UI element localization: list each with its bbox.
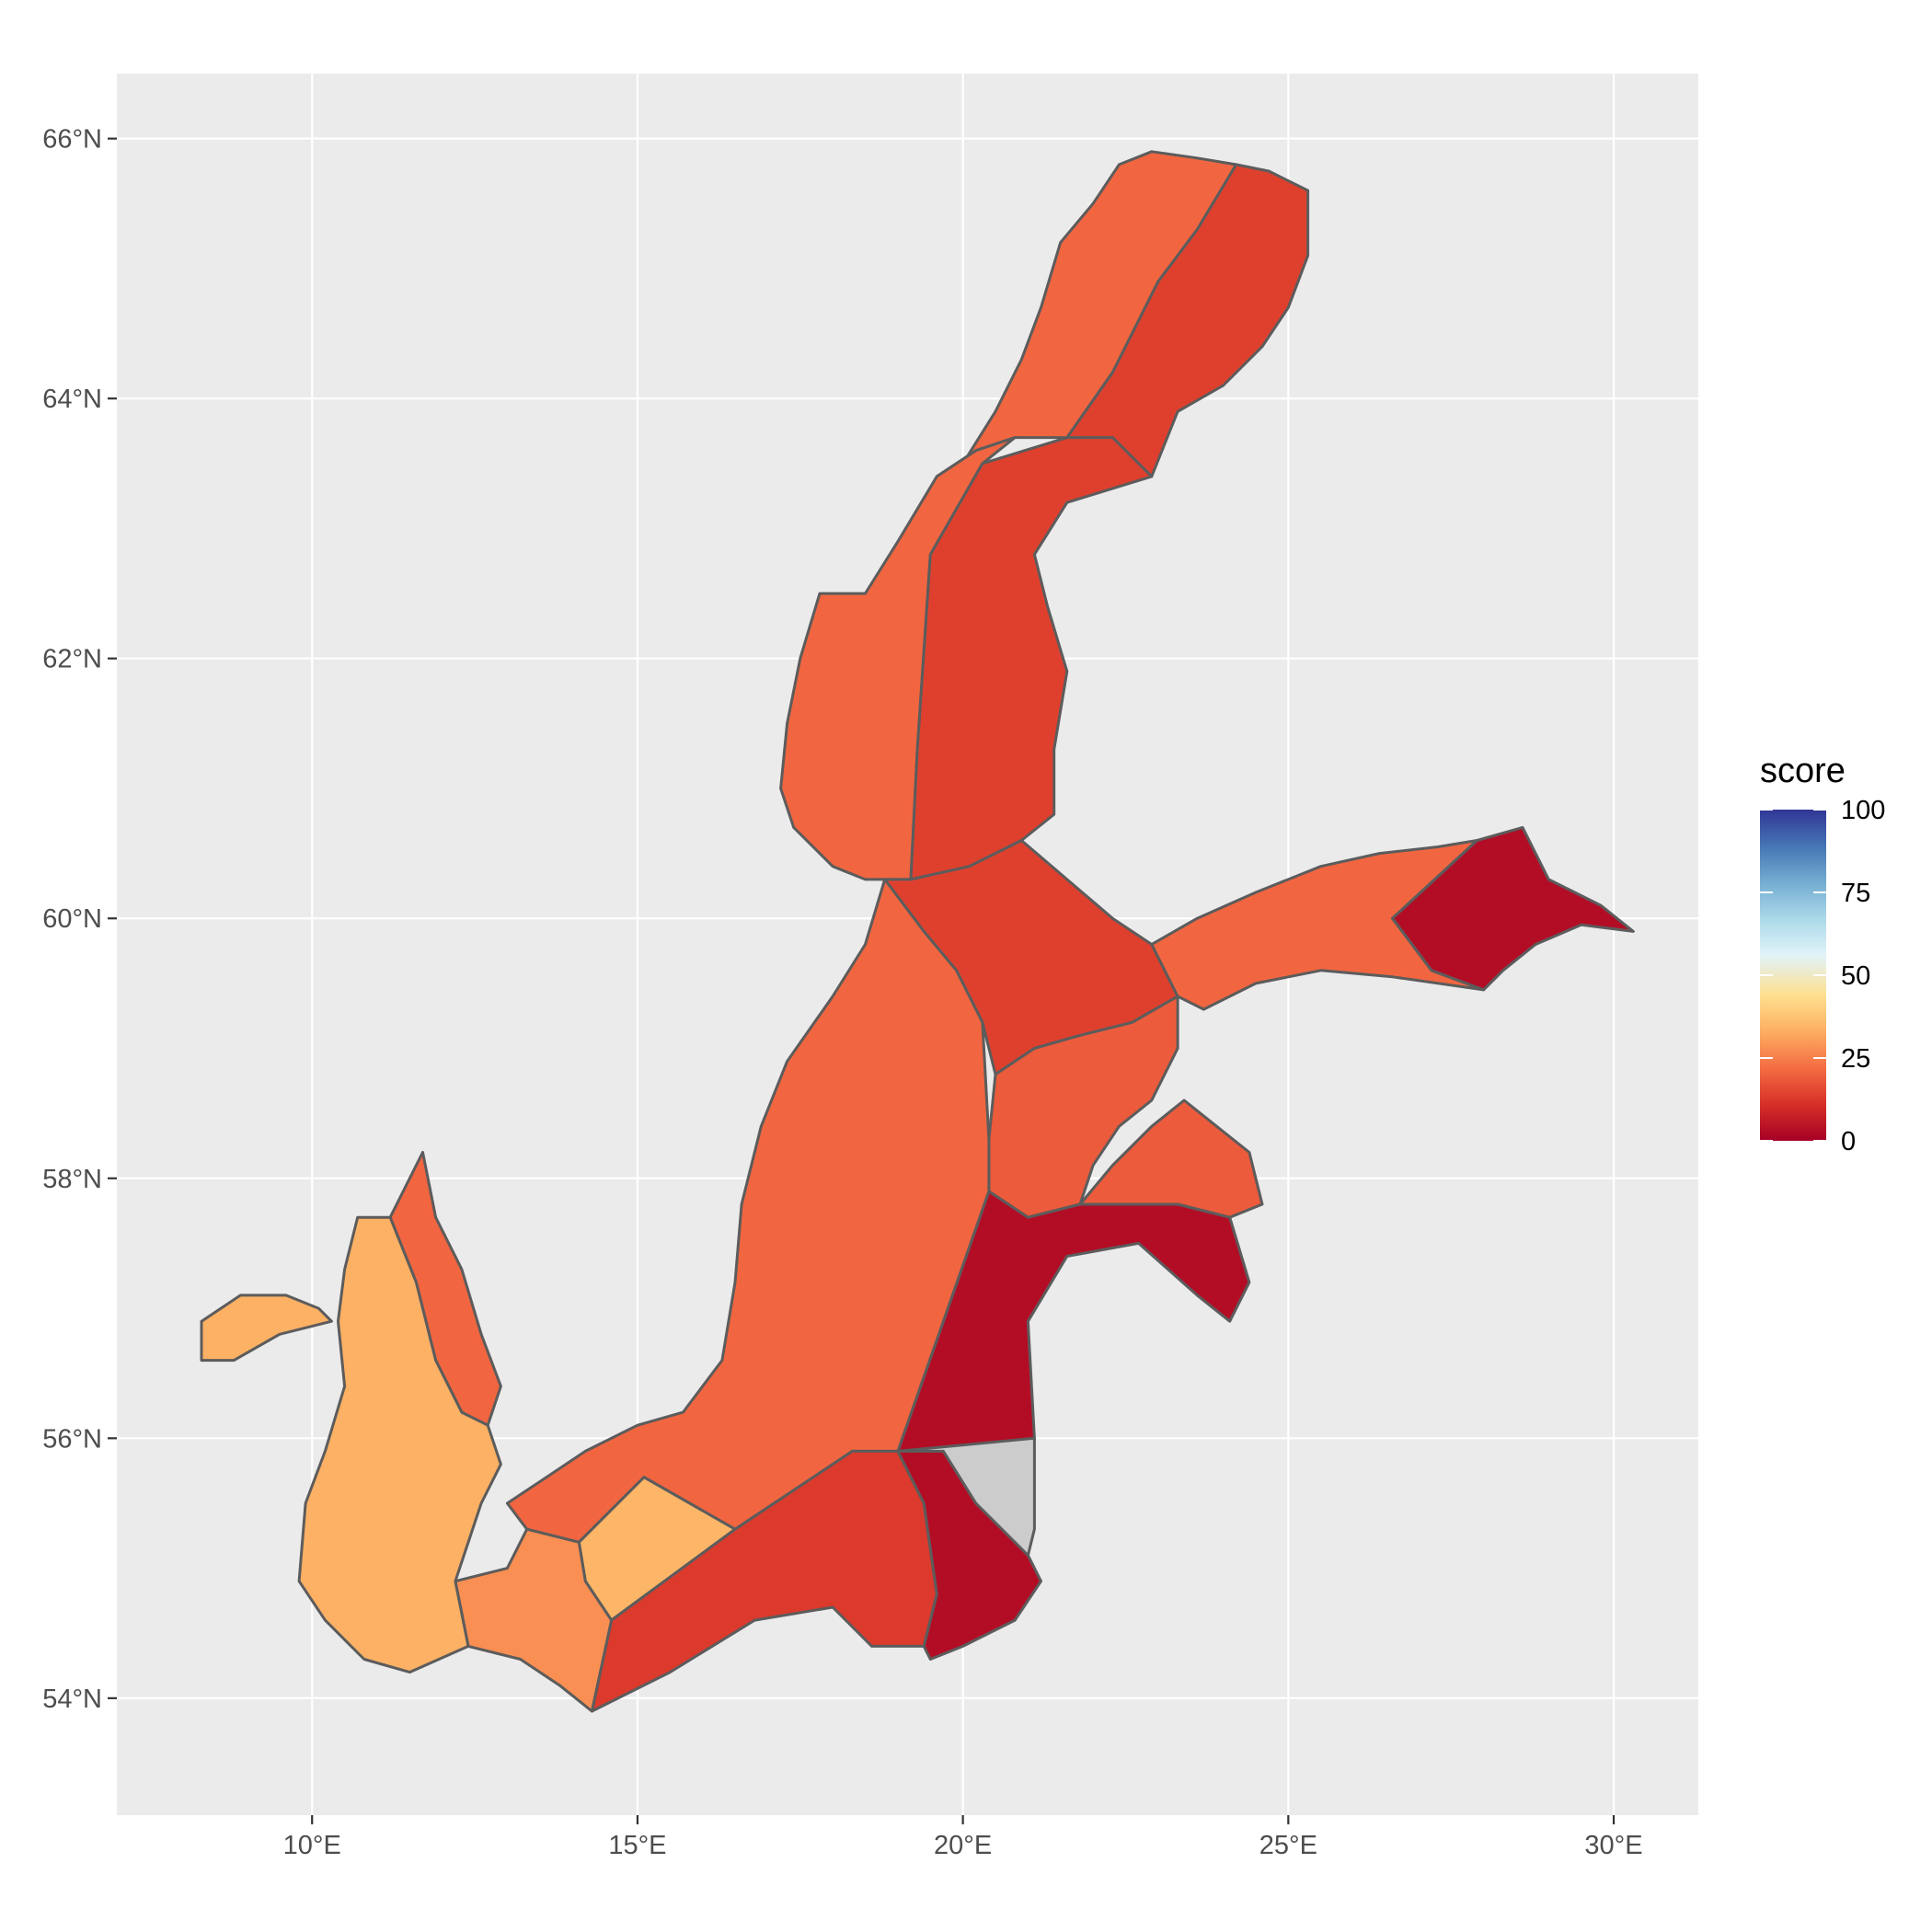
legend-title: score bbox=[1760, 752, 1846, 790]
y-tick-label: 62°N bbox=[42, 645, 102, 674]
y-tick-label: 60°N bbox=[42, 904, 102, 934]
y-axis: 54°N 56°N 58°N 60°N 62°N 64°N 66°N bbox=[42, 125, 117, 1714]
x-tick-label: 10°E bbox=[283, 1831, 341, 1860]
region-lithuanian-coast bbox=[896, 1436, 1036, 1557]
legend-label: 25 bbox=[1841, 1044, 1870, 1074]
y-tick-label: 54°N bbox=[42, 1685, 102, 1714]
x-tick-label: 20°E bbox=[934, 1831, 992, 1860]
region-kattegat-and-danish-straits bbox=[297, 1215, 502, 1674]
sea-regions bbox=[200, 150, 1635, 1713]
region-arkona-basin bbox=[454, 1527, 614, 1713]
x-tick-label: 30°E bbox=[1584, 1831, 1642, 1860]
region-bothnian-sea-east bbox=[909, 436, 1154, 881]
y-tick-label: 58°N bbox=[42, 1165, 102, 1194]
y-tick-label: 56°N bbox=[42, 1424, 102, 1454]
y-tick-label: 66°N bbox=[42, 125, 102, 155]
region-limfjord bbox=[200, 1294, 333, 1363]
legend-label: 50 bbox=[1841, 961, 1870, 991]
region-bothnian-sea-west bbox=[779, 436, 1017, 881]
legend-ticks: 0 25 50 75 100 bbox=[1760, 796, 1885, 1156]
legend-label: 75 bbox=[1841, 879, 1870, 908]
x-axis: 10°E 15°E 20°E 25°E 30°E bbox=[283, 1815, 1643, 1860]
legend-label: 100 bbox=[1841, 796, 1885, 825]
x-tick-label: 15°E bbox=[608, 1831, 666, 1860]
legend: score 0 25 50 75 100 bbox=[1760, 752, 1885, 1156]
region-gulf-of-finland-east bbox=[1391, 825, 1635, 992]
x-tick-label: 25°E bbox=[1259, 1831, 1317, 1860]
y-tick-label: 64°N bbox=[42, 385, 102, 414]
region-bothnian-bay-east bbox=[1065, 163, 1310, 478]
legend-label: 0 bbox=[1841, 1127, 1856, 1156]
